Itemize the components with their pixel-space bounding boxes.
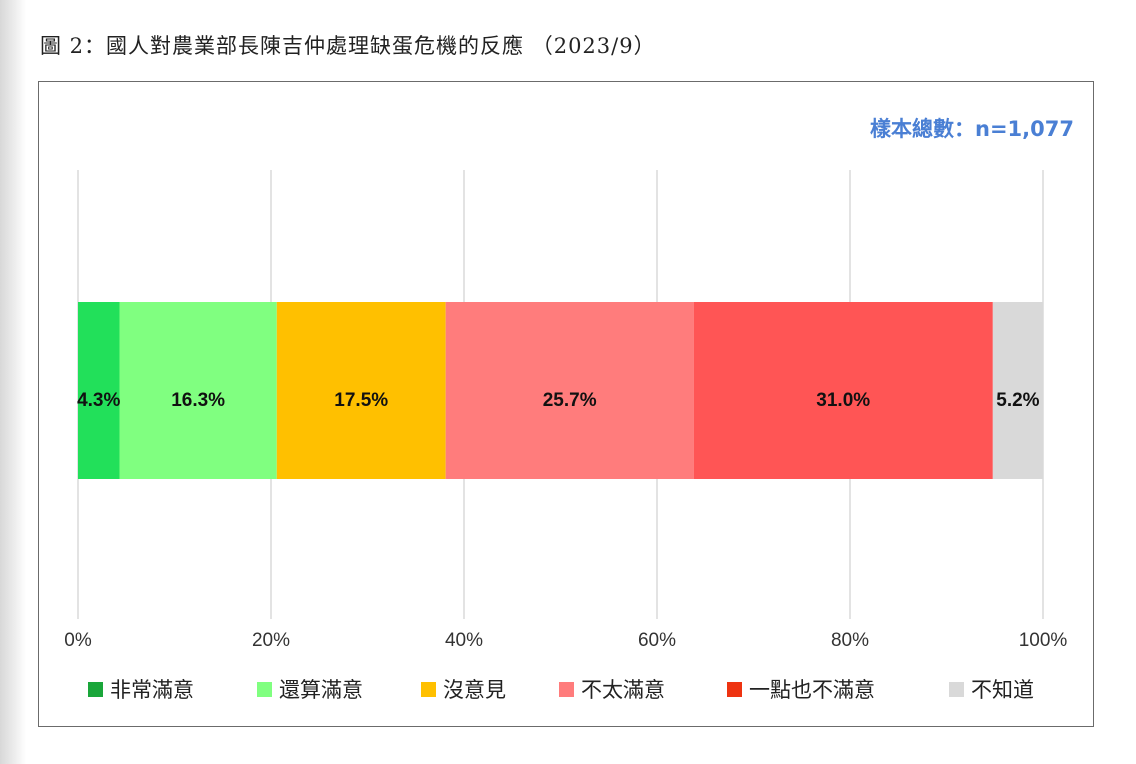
x-tick-label: 40% [445,630,483,651]
legend-swatch [727,682,742,697]
legend-swatch [421,682,436,697]
legend: 非常滿意 還算滿意 沒意見 不太滿意 一點也不滿意 不知道 [88,678,1034,702]
data-label: 4.3% [77,390,120,411]
data-label: 16.3% [171,390,225,411]
bar-segment [693,302,993,479]
legend-swatch [559,682,574,697]
legend-label: 不太滿意 [581,678,665,702]
legend-swatch [949,682,964,697]
x-tick-label: 100% [1019,630,1068,651]
legend-swatch [88,682,103,697]
legend-label: 還算滿意 [279,678,363,702]
sample-size-note: 樣本總數：n=1,077 [870,117,1074,141]
legend-label: 一點也不滿意 [749,678,875,702]
x-axis-ticks: 0% 20% 40% 60% 80% 100% [64,630,1067,651]
data-label: 25.7% [543,390,597,411]
legend-swatch [257,682,272,697]
data-label: 31.0% [816,390,870,411]
x-tick-label: 80% [831,630,869,651]
stacked-bar-chart: 樣本總數：n=1,077 4.3% 16.3% 17.5% 25.7% 31.0% 5.2… [64,117,1074,702]
chart-frame: 樣本總數：n=1,077 4.3% 16.3% 17.5% 25.7% 31.0% 5.2… [38,81,1094,727]
bar-segment [445,302,694,479]
bar-segment [119,302,277,479]
legend-label: 不知道 [971,678,1034,702]
x-tick-label: 0% [64,630,92,651]
x-tick-label: 20% [252,630,290,651]
x-tick-label: 60% [638,630,676,651]
bar-segment [276,302,446,479]
bar-segment [992,302,1043,479]
bar-segment [78,302,120,479]
legend-label: 非常滿意 [110,678,194,702]
bar-segments [78,302,1043,479]
data-label: 5.2% [996,390,1039,411]
data-label: 17.5% [334,390,388,411]
data-labels: 4.3% 16.3% 17.5% 25.7% 31.0% 5.2% [77,390,1040,411]
figure-title: 圖 2：國人對農業部長陳吉仲處理缺蛋危機的反應 （2023/9） [40,34,656,58]
legend-label: 沒意見 [443,678,506,702]
